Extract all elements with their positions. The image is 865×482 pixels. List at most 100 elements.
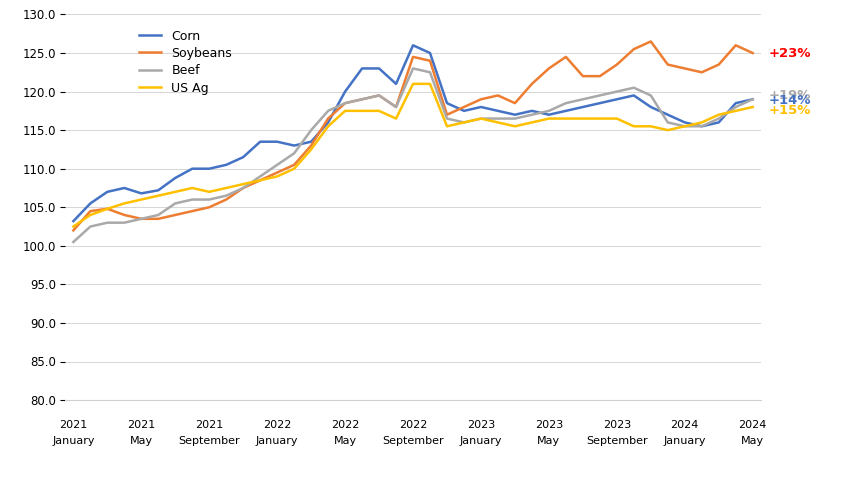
Soybeans xyxy=(374,93,384,98)
Corn xyxy=(170,175,181,181)
US Ag xyxy=(238,181,248,187)
Text: 2022: 2022 xyxy=(263,419,292,429)
Text: January: January xyxy=(459,436,503,446)
Beef xyxy=(509,116,520,121)
Soybeans xyxy=(153,216,163,222)
US Ag xyxy=(408,81,419,87)
Corn xyxy=(255,139,266,145)
US Ag xyxy=(663,127,673,133)
Beef xyxy=(544,108,554,114)
US Ag xyxy=(612,116,622,121)
Corn xyxy=(85,201,95,206)
Beef xyxy=(408,66,419,71)
Corn xyxy=(408,42,419,48)
US Ag xyxy=(425,81,435,87)
Corn xyxy=(645,104,656,110)
Beef xyxy=(561,100,571,106)
Soybeans xyxy=(272,170,282,175)
US Ag xyxy=(731,108,741,114)
Beef xyxy=(645,93,656,98)
US Ag xyxy=(289,166,299,172)
Soybeans xyxy=(629,46,639,52)
Line: US Ag: US Ag xyxy=(74,84,753,227)
Soybeans xyxy=(561,54,571,60)
Text: September: September xyxy=(178,436,240,446)
Corn xyxy=(306,139,317,145)
Soybeans xyxy=(204,204,215,210)
US Ag xyxy=(170,189,181,195)
Corn xyxy=(680,120,690,125)
Soybeans xyxy=(594,73,605,79)
US Ag xyxy=(221,185,232,191)
Soybeans xyxy=(289,162,299,168)
Soybeans xyxy=(357,96,368,102)
Soybeans xyxy=(578,73,588,79)
US Ag xyxy=(306,147,317,152)
Text: 2023: 2023 xyxy=(603,419,631,429)
Soybeans xyxy=(136,216,146,222)
Corn xyxy=(747,96,758,102)
Text: May: May xyxy=(537,436,561,446)
US Ag xyxy=(509,123,520,129)
Beef xyxy=(289,150,299,156)
US Ag xyxy=(493,120,503,125)
Corn xyxy=(509,112,520,118)
Soybeans xyxy=(680,66,690,71)
Soybeans xyxy=(493,93,503,98)
Corn xyxy=(374,66,384,71)
Beef xyxy=(153,212,163,218)
Soybeans xyxy=(102,206,112,212)
Corn xyxy=(153,187,163,193)
Soybeans xyxy=(306,143,317,148)
Soybeans xyxy=(340,100,350,106)
US Ag xyxy=(578,116,588,121)
Beef xyxy=(272,162,282,168)
Corn xyxy=(612,96,622,102)
Soybeans xyxy=(187,208,197,214)
US Ag xyxy=(442,123,452,129)
Soybeans xyxy=(323,116,333,121)
US Ag xyxy=(187,185,197,191)
Beef xyxy=(476,116,486,121)
US Ag xyxy=(68,224,79,229)
US Ag xyxy=(544,116,554,121)
Corn xyxy=(663,112,673,118)
Corn xyxy=(425,50,435,56)
Soybeans xyxy=(476,96,486,102)
Beef xyxy=(323,108,333,114)
Corn xyxy=(187,166,197,172)
Soybeans xyxy=(663,62,673,67)
Text: 2023: 2023 xyxy=(535,419,563,429)
Soybeans xyxy=(696,69,707,75)
Corn xyxy=(340,89,350,94)
Soybeans xyxy=(527,81,537,87)
Soybeans xyxy=(458,104,469,110)
Soybeans xyxy=(391,104,401,110)
Beef xyxy=(68,239,79,245)
Corn xyxy=(119,185,130,191)
Beef xyxy=(493,116,503,121)
Corn xyxy=(544,112,554,118)
Beef xyxy=(714,116,724,121)
US Ag xyxy=(255,177,266,183)
Beef xyxy=(578,96,588,102)
US Ag xyxy=(458,120,469,125)
Beef xyxy=(306,127,317,133)
Corn xyxy=(442,100,452,106)
US Ag xyxy=(272,174,282,179)
Corn xyxy=(696,123,707,129)
Soybeans xyxy=(731,42,741,48)
Beef xyxy=(136,216,146,222)
Beef xyxy=(187,197,197,202)
Beef xyxy=(747,96,758,102)
US Ag xyxy=(323,123,333,129)
Corn xyxy=(204,166,215,172)
Beef xyxy=(119,220,130,226)
Corn xyxy=(458,108,469,114)
Corn xyxy=(476,104,486,110)
Text: May: May xyxy=(130,436,153,446)
Beef xyxy=(357,96,368,102)
Text: September: September xyxy=(382,436,444,446)
Legend: Corn, Soybeans, Beef, US Ag: Corn, Soybeans, Beef, US Ag xyxy=(134,25,237,100)
Beef xyxy=(731,104,741,110)
